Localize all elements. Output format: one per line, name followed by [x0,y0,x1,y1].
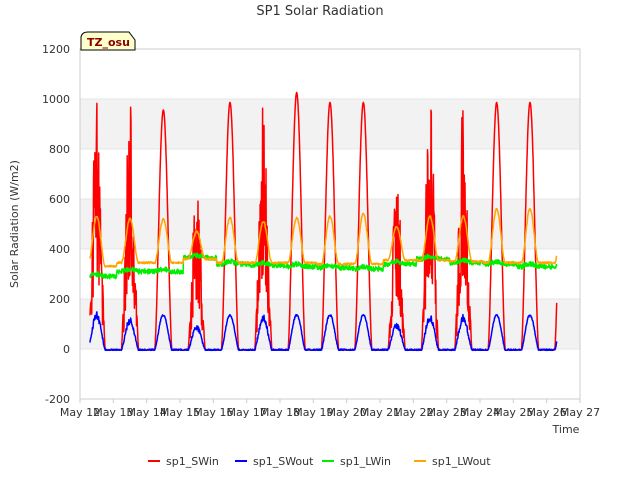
x-tick-label: May 26 [527,406,567,419]
y-tick-label: 1200 [42,43,70,56]
legend-label: sp1_SWout [253,455,314,468]
x-tick-label: May 27 [560,406,600,419]
grid-band [80,199,580,249]
series-lines [89,91,558,352]
x-tick-label: May 15 [160,406,200,419]
legend-label: sp1_SWin [166,455,219,468]
grid-band [80,99,580,149]
series-line-sp1_SWout [89,311,558,352]
x-tick-label: May 24 [460,406,500,419]
legend: sp1_SWin sp1_SWout sp1_LWin sp1_LWout [148,455,491,468]
x-tick-label: May 14 [127,406,167,419]
grid-band [80,299,580,349]
y-tick-label: 0 [63,343,70,356]
x-tick-label: May 21 [360,406,400,419]
y-tick-label: 200 [49,293,70,306]
x-tick-label: May 18 [260,406,300,419]
legend-label: sp1_LWin [340,455,391,468]
series-line-sp1_LWin [89,252,558,280]
x-axis-label: Time [552,423,580,436]
x-tick-label: May 16 [193,406,233,419]
x-tick-label: May 23 [427,406,467,419]
x-tick-label: May 20 [327,406,367,419]
x-tick-label: May 13 [93,406,133,419]
site-label-tag [80,31,136,51]
x-tick-label: May 25 [493,406,533,419]
site-label: TZ_osu [87,36,130,49]
legend-label: sp1_LWout [432,455,491,468]
x-tick-label: May 12 [60,406,100,419]
y-tick-label: 400 [49,243,70,256]
y-axis-label: Solar Radiation (W/m2) [8,160,21,288]
y-tick-label: -200 [45,393,70,406]
x-tick-label: May 17 [227,406,267,419]
x-tick-label: May 22 [393,406,433,419]
plot-area-frame [79,48,581,400]
y-axis-ticks: -200 0 200 400 600 800 1000 1200 [42,43,70,406]
chart-title: SP1 Solar Radiation [256,4,383,19]
site-label-box: TZ_osu [80,31,136,51]
series-line-sp1_LWout [89,207,558,268]
y-tick-label: 800 [49,143,70,156]
grid-bands [80,99,580,349]
y-tick-label: 600 [49,193,70,206]
x-tick-label: May 19 [293,406,333,419]
y-tick-label: 1000 [42,93,70,106]
